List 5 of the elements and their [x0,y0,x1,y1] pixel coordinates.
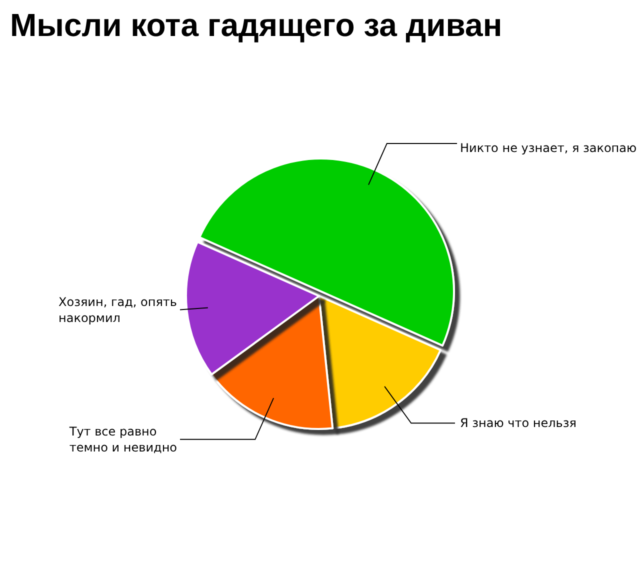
slice-label: Никто не узнает, я закопаю [460,141,637,156]
slice-label: Тут все равно темно и невидно [68,424,177,454]
slice-label: Я знаю что нельзя [460,416,576,430]
chart-title: Мысли кота гадящего за диван [10,7,502,43]
slice-label: Хозяин, гад, опять накормил [58,294,178,325]
